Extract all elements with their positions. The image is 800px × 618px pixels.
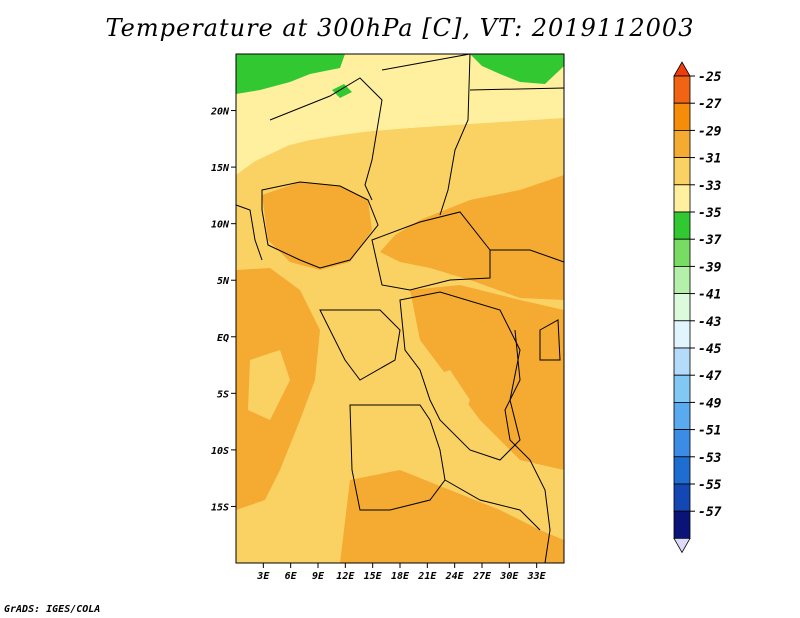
border-ghana-west [235,204,263,261]
latitude-axis: 20N 15N 10N 5N EQ 5S 10S 15S [210,107,236,513]
colorbar-label: -57 [698,505,722,520]
field-patch-3 [236,54,564,170]
lon-tick-label: 27E [472,571,492,582]
field-region-green-nw [236,54,345,94]
lon-tick-label: 3E [256,571,270,582]
lon-tick-label: 30E [499,571,519,582]
colorbar: -25 -27 -29 -31 -33 -35 -37 -39 -41 -43 -45 -47 -49 -… [673,61,722,554]
border-zambia [444,479,541,531]
colorbar-label: -49 [698,396,722,411]
colorbar-label: -31 [698,152,721,167]
colorbar-label: -47 [698,369,722,384]
lon-tick-label: 6E [285,571,298,582]
lat-tick-label: EQ [217,333,229,344]
colorbar-label: -43 [698,315,722,330]
country-borders [235,53,565,564]
field-patch-2 [420,370,470,440]
colorbar-swatch [673,374,691,403]
lon-tick-label: 12E [336,571,355,582]
colorbar-swatch [673,129,691,158]
border-drc [399,291,521,461]
colorbar-swatch [673,429,691,458]
lat-tick-label: 10N [211,220,230,231]
border-east-bulge [539,319,561,361]
border-sudan [490,249,565,263]
field-region-sudan [380,175,564,300]
lat-tick-label: 5S [217,389,229,400]
map-title: Temperature at 300hPa [C], VT: 201911200… [105,14,695,42]
colorbar-swatch [673,401,691,430]
field-region-green-ne [470,54,564,84]
colorbar-swatch [673,265,691,294]
border-north [269,77,383,201]
lon-tick-label: 9E [312,571,325,582]
border-angola [349,404,446,511]
colorbar-label: -55 [698,478,722,493]
colorbar-label: -25 [698,70,722,85]
colorbar-swatch [673,211,691,240]
colorbar-swatch [673,293,691,322]
border-sahara [469,87,565,91]
lat-tick-label: 20N [210,107,230,118]
field-region-nigeria [262,182,372,270]
field-patch-1 [248,350,290,420]
colorbar-swatch [673,75,691,104]
colorbar-swatch [673,157,691,186]
longitude-axis: 3E 6E 9E 12E 15E 18E 21E 24E 27E 30E 33E [256,563,547,582]
colorbar-label: -45 [698,342,722,357]
colorbar-swatch [673,456,691,485]
border-congo [319,309,401,381]
colorbar-label: -27 [698,97,722,112]
colorbar-swatch [673,483,691,512]
border-car [371,211,491,291]
colorbar-label: -39 [698,260,722,275]
lat-tick-label: 15N [211,163,230,174]
border-lakes [504,329,551,564]
colorbar-label: -35 [698,206,722,221]
colorbar-swatch [673,238,691,267]
lon-tick-label: 24E [445,571,465,582]
lon-tick-label: 21E [417,571,437,582]
lon-tick-label: 33E [527,571,547,582]
temperature-field [236,54,564,563]
field-region-eastcongo [410,285,564,470]
colorbar-swatch [673,184,691,213]
colorbar-top-arrow [673,61,691,77]
colorbar-bottom-arrow [673,538,691,554]
field-region-green-spot [332,84,352,98]
lat-tick-label: 5N [217,276,230,287]
grads-credit: GrADS: IGES/COLA [4,604,101,615]
colorbar-label: -29 [698,124,722,139]
lat-tick-label: 10S [211,446,229,457]
lat-tick-label: 15S [211,502,229,513]
colorbar-label: -33 [698,179,722,194]
colorbar-swatch [673,320,691,349]
colorbar-swatch [673,347,691,376]
colorbar-label: -41 [698,288,721,303]
border-chad-east [381,53,471,216]
colorbar-label: -53 [698,451,722,466]
lon-tick-label: 15E [364,571,383,582]
colorbar-label: -51 [698,424,721,439]
field-region-south [340,470,564,563]
border-nigeria [261,181,379,269]
lon-tick-label: 18E [391,571,410,582]
colorbar-label: -37 [698,233,722,248]
colorbar-swatch [673,102,691,131]
colorbar-swatch [673,510,691,539]
